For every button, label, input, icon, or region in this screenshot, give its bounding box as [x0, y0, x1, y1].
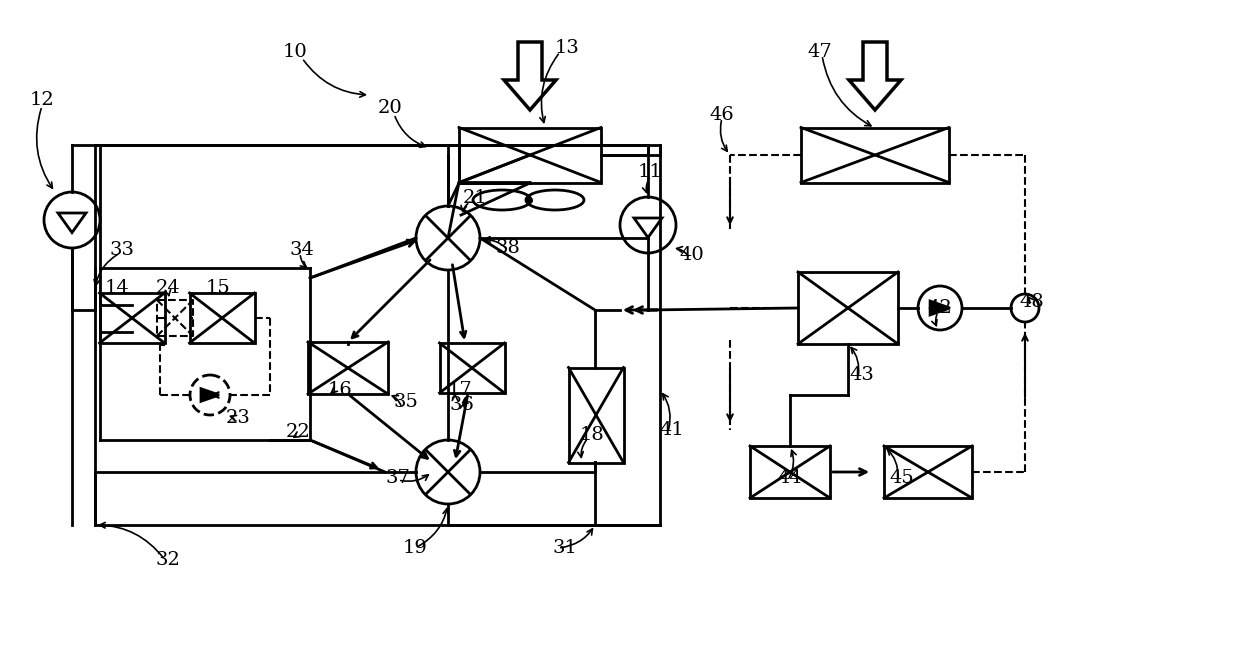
Text: 43: 43 — [849, 366, 874, 384]
Bar — [799, 272, 898, 344]
Text: 21: 21 — [463, 189, 487, 207]
Bar — [439, 343, 505, 393]
Text: 44: 44 — [777, 469, 802, 487]
Text: 24: 24 — [156, 279, 180, 297]
Text: 22: 22 — [285, 423, 310, 441]
Text: 46: 46 — [709, 106, 734, 124]
Text: 35: 35 — [393, 393, 418, 411]
Bar — [884, 446, 972, 498]
Text: 31: 31 — [553, 539, 578, 557]
Text: 12: 12 — [30, 91, 55, 109]
Text: 36: 36 — [450, 396, 475, 414]
Text: 37: 37 — [386, 469, 410, 487]
Text: 48: 48 — [1019, 293, 1044, 311]
Text: 16: 16 — [327, 381, 352, 399]
Bar — [459, 127, 601, 182]
Text: 15: 15 — [206, 279, 231, 297]
Text: 41: 41 — [660, 421, 684, 439]
Text: 34: 34 — [290, 241, 315, 259]
Text: 23: 23 — [226, 409, 250, 427]
Text: 40: 40 — [680, 246, 704, 264]
Text: 19: 19 — [403, 539, 428, 557]
Bar — [190, 293, 254, 343]
Text: 20: 20 — [378, 99, 402, 117]
Bar — [750, 446, 830, 498]
Text: 13: 13 — [554, 39, 579, 57]
Bar — [99, 293, 165, 343]
Polygon shape — [201, 389, 219, 402]
Text: 47: 47 — [807, 43, 832, 61]
Bar — [568, 368, 624, 462]
Text: 17: 17 — [448, 381, 472, 399]
Bar — [801, 127, 949, 182]
Text: 18: 18 — [579, 426, 604, 444]
Text: 42: 42 — [928, 299, 952, 317]
Polygon shape — [930, 301, 950, 315]
Text: 14: 14 — [104, 279, 129, 297]
Bar — [308, 342, 388, 394]
Text: 45: 45 — [889, 469, 914, 487]
Text: 38: 38 — [496, 239, 521, 257]
Text: 11: 11 — [637, 163, 662, 181]
Text: 33: 33 — [109, 241, 134, 259]
Text: 10: 10 — [283, 43, 308, 61]
Text: 32: 32 — [155, 551, 181, 569]
